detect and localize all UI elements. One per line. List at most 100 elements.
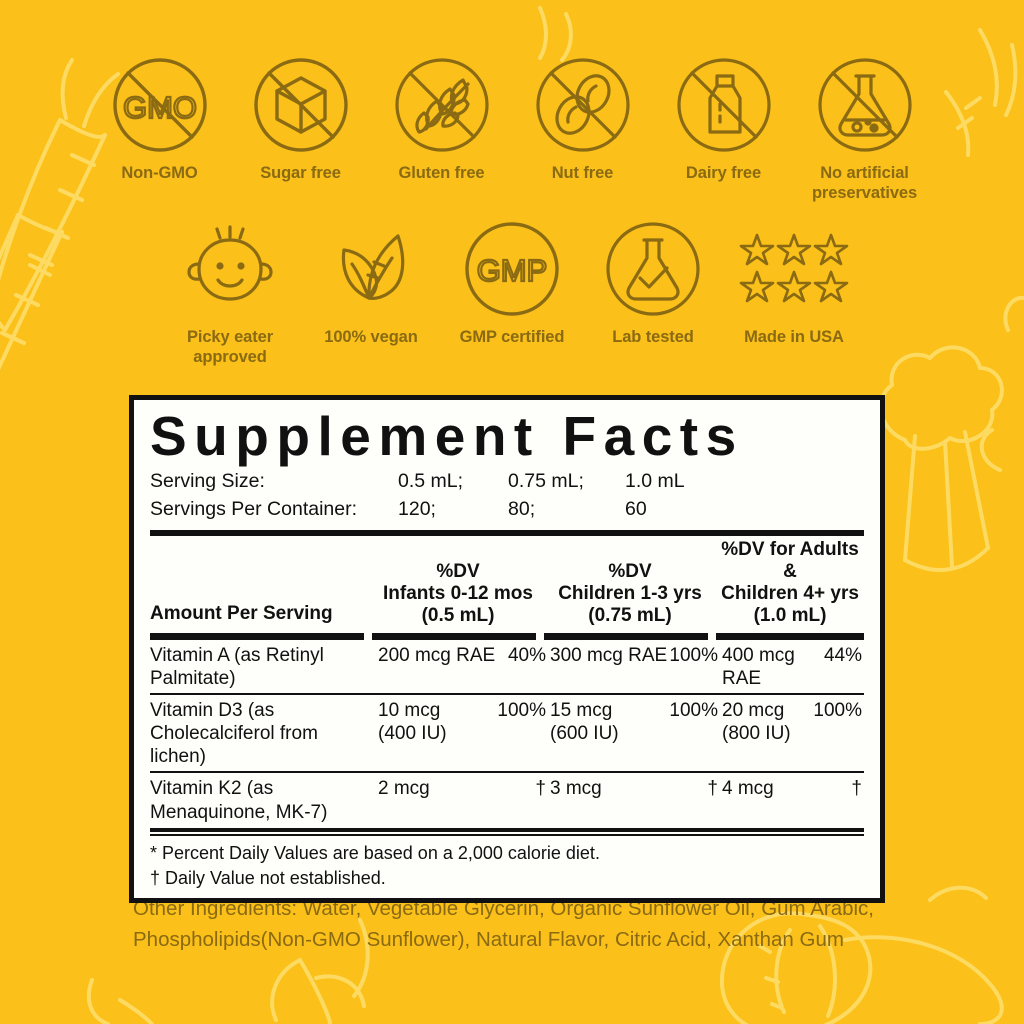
servings-value-3: 60 [625,498,647,521]
baby-face-icon [181,220,279,318]
table-row: Vitamin A (as Retinyl Palmitate) 200 mcg… [150,644,864,690]
serving-info: Serving Size: 0.5 mL; 0.75 mL; 1.0 mL Se… [150,467,870,524]
nutrient-name-line-1: Vitamin A (as Retinyl [150,644,324,666]
cell-infants: 2 mcg † [376,777,548,800]
servings-per-container-row: Servings Per Container: 120; 80; 60 [150,495,870,523]
nutrient-name: Vitamin D3 (as Cholecalciferol from lich… [150,699,376,769]
amount-primary: 15 mcg [550,699,613,721]
badge-no-artificial-preservatives: No artificial preservatives [794,56,935,204]
dv-value: 44% [823,644,862,666]
six-stars-icon [739,220,849,318]
amount-value: 20 mcg (800 IU) [722,699,791,745]
cell-infants: 10 mcg (400 IU) 100% [376,699,548,745]
servings-per-container-label: Servings Per Container: [150,498,358,521]
badge-label: Picky eater approved [186,327,274,367]
badge-label: Nut free [551,164,614,182]
badge-gmp-certified: GMP GMP certified [442,220,583,347]
dv-value: 100% [669,644,718,666]
column-header-infants: %DV Infants 0-12 mos (0.5 mL) [372,561,544,628]
column-dv-label: %DV [608,560,652,582]
column-group-label: Infants 0-12 mos [383,583,533,605]
column-dose-label: (0.5 mL) [421,605,495,627]
badge-label: Sugar free [260,164,341,182]
serving-size-value-1: 0.5 mL; [398,470,464,493]
footnote-daily-values: * Percent Daily Values are based on a 2,… [150,842,600,863]
svg-text:GMO: GMO [122,90,196,125]
cell-adults-4plus: 20 mcg (800 IU) 100% [720,699,864,745]
badge-100-percent-vegan: 100% vegan [301,220,442,347]
amount-value: 200 mcg RAE [378,644,496,666]
cell-children-1-3: 3 mcg † [548,777,720,800]
badge-gluten-free: Gluten free [371,56,512,183]
footnote-dv-not-established: † Daily Value not established. [150,867,386,888]
column-group-label: Children 4+ yrs [721,583,859,605]
table-row: Vitamin K2 (as Menaquinone, MK-7) 2 mcg … [150,777,864,823]
nutrient-name-line-1: Vitamin K2 (as [150,778,274,800]
amount-value: 300 mcg RAE [550,644,668,666]
amount-per-serving-header: Amount Per Serving [150,603,333,625]
column-dv-label: %DV for Adults & [721,538,859,582]
amount-value: 2 mcg [378,778,430,800]
amount-value: 15 mcg (600 IU) [550,699,619,745]
amount-primary: 20 mcg [722,699,785,721]
nutrient-name: Vitamin K2 (as Menaquinone, MK-7) [150,777,376,823]
amount-secondary: (600 IU) [550,723,619,745]
dv-value: 100% [813,699,862,721]
amount-value: 3 mcg [550,778,602,800]
nutrient-name: Vitamin A (as Retinyl Palmitate) [150,644,376,690]
svg-text:GMP: GMP [477,253,548,288]
nutrient-name-line-1: Vitamin D3 (as [150,699,275,721]
cell-adults-4plus: 4 mcg † [720,777,864,800]
row-divider [150,692,864,695]
badge-label: Gluten free [398,164,485,182]
amount-value: 4 mcg [722,778,774,800]
dv-value: † [535,778,546,800]
amount-secondary: (800 IU) [722,723,791,745]
supplement-facts-panel: Supplement Facts Serving Size: 0.5 mL; 0… [129,395,885,904]
dv-value: † [707,778,718,800]
cell-children-1-3: 15 mcg (600 IU) 100% [548,699,720,745]
badge-label: No artificial preservatives [811,164,918,203]
column-dose-label: (0.75 mL) [588,605,672,627]
badge-non-gmo: GMO Non-GMO [89,56,230,183]
divider-below-servings [150,529,864,536]
badge-row-1: GMO Non-GMO Sugar free [0,0,1024,204]
column-dv-label: %DV [436,560,480,582]
dv-value: 100% [497,699,546,721]
amount-primary: 10 mcg [378,699,441,721]
badge-picky-eater-approved: Picky eater approved [160,220,301,368]
cell-adults-4plus: 400 mcg RAE 44% [720,644,864,690]
dv-value: † [851,778,862,800]
badge-label: Non-GMO [121,164,198,182]
leaf-icon [322,220,420,318]
serving-size-label: Serving Size: [150,470,265,493]
serving-size-row: Serving Size: 0.5 mL; 0.75 mL; 1.0 mL [150,467,870,495]
badge-nut-free: Nut free [512,56,653,183]
badge-sugar-free: Sugar free [230,56,371,183]
badge-label: Dairy free [685,164,762,182]
column-dose-label: (1.0 mL) [753,605,827,627]
serving-size-value-2: 0.75 mL; [508,470,584,493]
amount-secondary: (400 IU) [378,723,447,745]
column-group-label: Children 1-3 yrs [558,583,702,605]
footnotes: * Percent Daily Values are based on a 2,… [150,841,864,891]
no-dairy-icon [675,56,773,154]
row-divider [150,771,864,774]
table-row: Vitamin D3 (as Cholecalciferol from lich… [150,699,864,769]
servings-value-1: 120; [398,498,436,521]
no-preservatives-icon [816,56,914,154]
segmented-header-underline [150,632,864,640]
supplement-facts-title: Supplement Facts [150,405,744,467]
serving-size-value-3: 1.0 mL [625,470,685,493]
badge-lab-tested: Lab tested [583,220,724,347]
nutrient-name-line-2: Menaquinone, MK-7) [150,801,328,823]
amount-value: 10 mcg (400 IU) [378,699,447,745]
badge-row-2: Picky eater approved 100% vegan GMP [0,204,1024,368]
no-sugar-icon [252,56,350,154]
amount-value: 400 mcg RAE [722,644,795,689]
badge-label: Lab tested [612,327,694,346]
no-nut-icon [534,56,632,154]
no-gluten-icon [393,56,491,154]
cell-infants: 200 mcg RAE 40% [376,644,548,667]
lab-flask-check-icon [604,220,702,318]
